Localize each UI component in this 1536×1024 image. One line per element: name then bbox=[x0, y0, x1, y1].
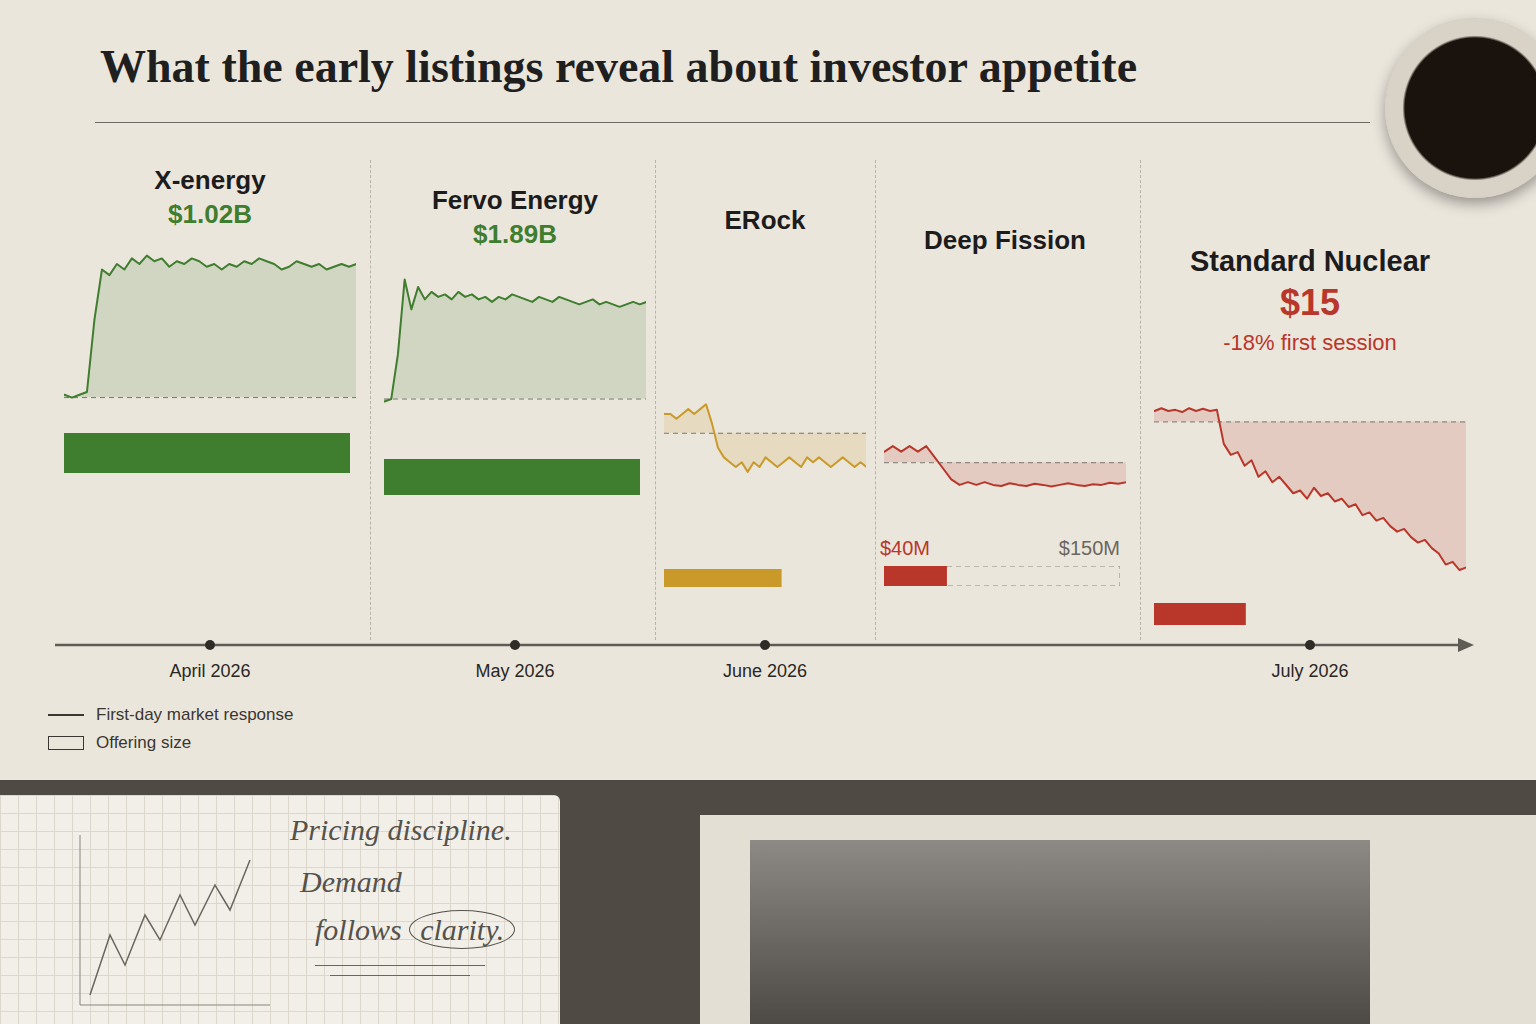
html-text:Demand: Demand bbox=[300, 865, 402, 898]
svg-text:May 2026: May 2026 bbox=[475, 661, 554, 681]
html-text:First-day market response: First-day market response bbox=[96, 705, 294, 724]
html-text:Deep Fission: Deep Fission bbox=[924, 225, 1086, 255]
html-text:-18% first session: -18% first session bbox=[1223, 330, 1397, 355]
html-text:What the early listings reveal: What the early listings reveal about inv… bbox=[100, 41, 1138, 92]
svg-text:July 2026: July 2026 bbox=[1271, 661, 1348, 681]
svg-text:June 2026: June 2026 bbox=[723, 661, 807, 681]
svg-text:April 2026: April 2026 bbox=[169, 661, 250, 681]
html-text:$1.02B: $1.02B bbox=[168, 199, 252, 229]
html-text:$1.89B: $1.89B bbox=[473, 219, 557, 249]
html-text:Pricing discipline.: Pricing discipline. bbox=[290, 813, 512, 846]
html-text:$40M: $40M bbox=[880, 537, 930, 559]
html-text:Fervo Energy: Fervo Energy bbox=[431, 185, 599, 215]
html-text:Offering size: Offering size bbox=[96, 733, 192, 752]
html-text:X-energy: X-energy bbox=[154, 165, 266, 195]
html-text:$150M: $150M bbox=[1058, 537, 1120, 559]
html-text:ERock: ERock bbox=[724, 205, 806, 235]
html-text:Standard Nuclear: Standard Nuclear bbox=[1189, 245, 1431, 277]
html-text:$15: $15 bbox=[1280, 282, 1340, 323]
html-text:follows clarity.: follows clarity. bbox=[315, 913, 505, 946]
